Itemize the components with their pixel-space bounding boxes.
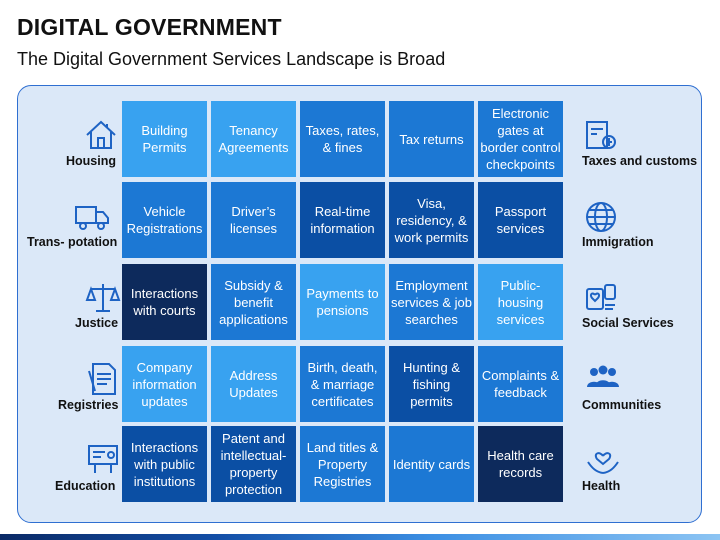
service-tile: Driver’s licenses [211, 182, 296, 258]
service-tile: Hunting & fishing permits [389, 346, 474, 422]
document-icon [85, 361, 121, 397]
page-title: DIGITAL GOVERNMENT [17, 14, 282, 40]
service-tile: Birth, death, & marriage certificates [300, 346, 385, 422]
service-tile: Interactions with public institutions [122, 426, 207, 502]
service-tile: Public-housing services [478, 264, 563, 340]
service-tile: Tenancy Agreements [211, 101, 296, 177]
service-tile: Real-time information [300, 182, 385, 258]
category-taxes-customs-label: Taxes and customs [582, 154, 698, 168]
social-services-icon [583, 281, 619, 317]
service-tile: Identity cards [389, 426, 474, 502]
presentation-board-icon [85, 441, 121, 477]
service-tile: Taxes, rates, & fines [300, 101, 385, 177]
service-tile: Electronic gates at border control check… [478, 101, 563, 177]
service-tile: Visa, residency, & work permits [389, 182, 474, 258]
page-subtitle: The Digital Government Services Landscap… [17, 49, 446, 69]
scales-icon [85, 280, 121, 316]
footer-gradient-bar [0, 534, 720, 540]
category-housing-label: Housing [66, 154, 116, 168]
service-tile: Tax returns [389, 101, 474, 177]
service-tile: Land titles & Property Registries [300, 426, 385, 502]
category-communities-label: Communities [582, 398, 662, 412]
truck-icon [74, 198, 110, 234]
category-education-label: Education [55, 479, 116, 493]
service-tile: Health care records [478, 426, 563, 502]
category-justice-label: Justice [75, 316, 119, 330]
service-tile: Complaints & feedback [478, 346, 563, 422]
category-immigration-label: Immigration [582, 235, 654, 249]
service-tile: Employment services & job searches [389, 264, 474, 340]
house-icon [83, 117, 119, 153]
tax-document-icon [583, 118, 619, 154]
service-tile: Passport services [478, 182, 563, 258]
category-transportation-label: Trans- potation [27, 235, 118, 249]
service-tile: Interactions with courts [122, 264, 207, 340]
people-group-icon [585, 361, 621, 397]
service-tile: Payments to pensions [300, 264, 385, 340]
service-tile: Address Updates [211, 346, 296, 422]
service-tile: Building Permits [122, 101, 207, 177]
globe-icon [583, 199, 619, 235]
heart-hands-icon [585, 442, 621, 478]
category-registries-label: Registries [58, 398, 119, 412]
service-tile: Subsidy & benefit applications [211, 264, 296, 340]
category-health-label: Health [582, 479, 621, 493]
service-tile: Company information updates [122, 346, 207, 422]
category-social-services-label: Social Services [582, 316, 674, 330]
service-tile: Patent and intellectual-property protect… [211, 426, 296, 502]
service-tile: Vehicle Registrations [122, 182, 207, 258]
